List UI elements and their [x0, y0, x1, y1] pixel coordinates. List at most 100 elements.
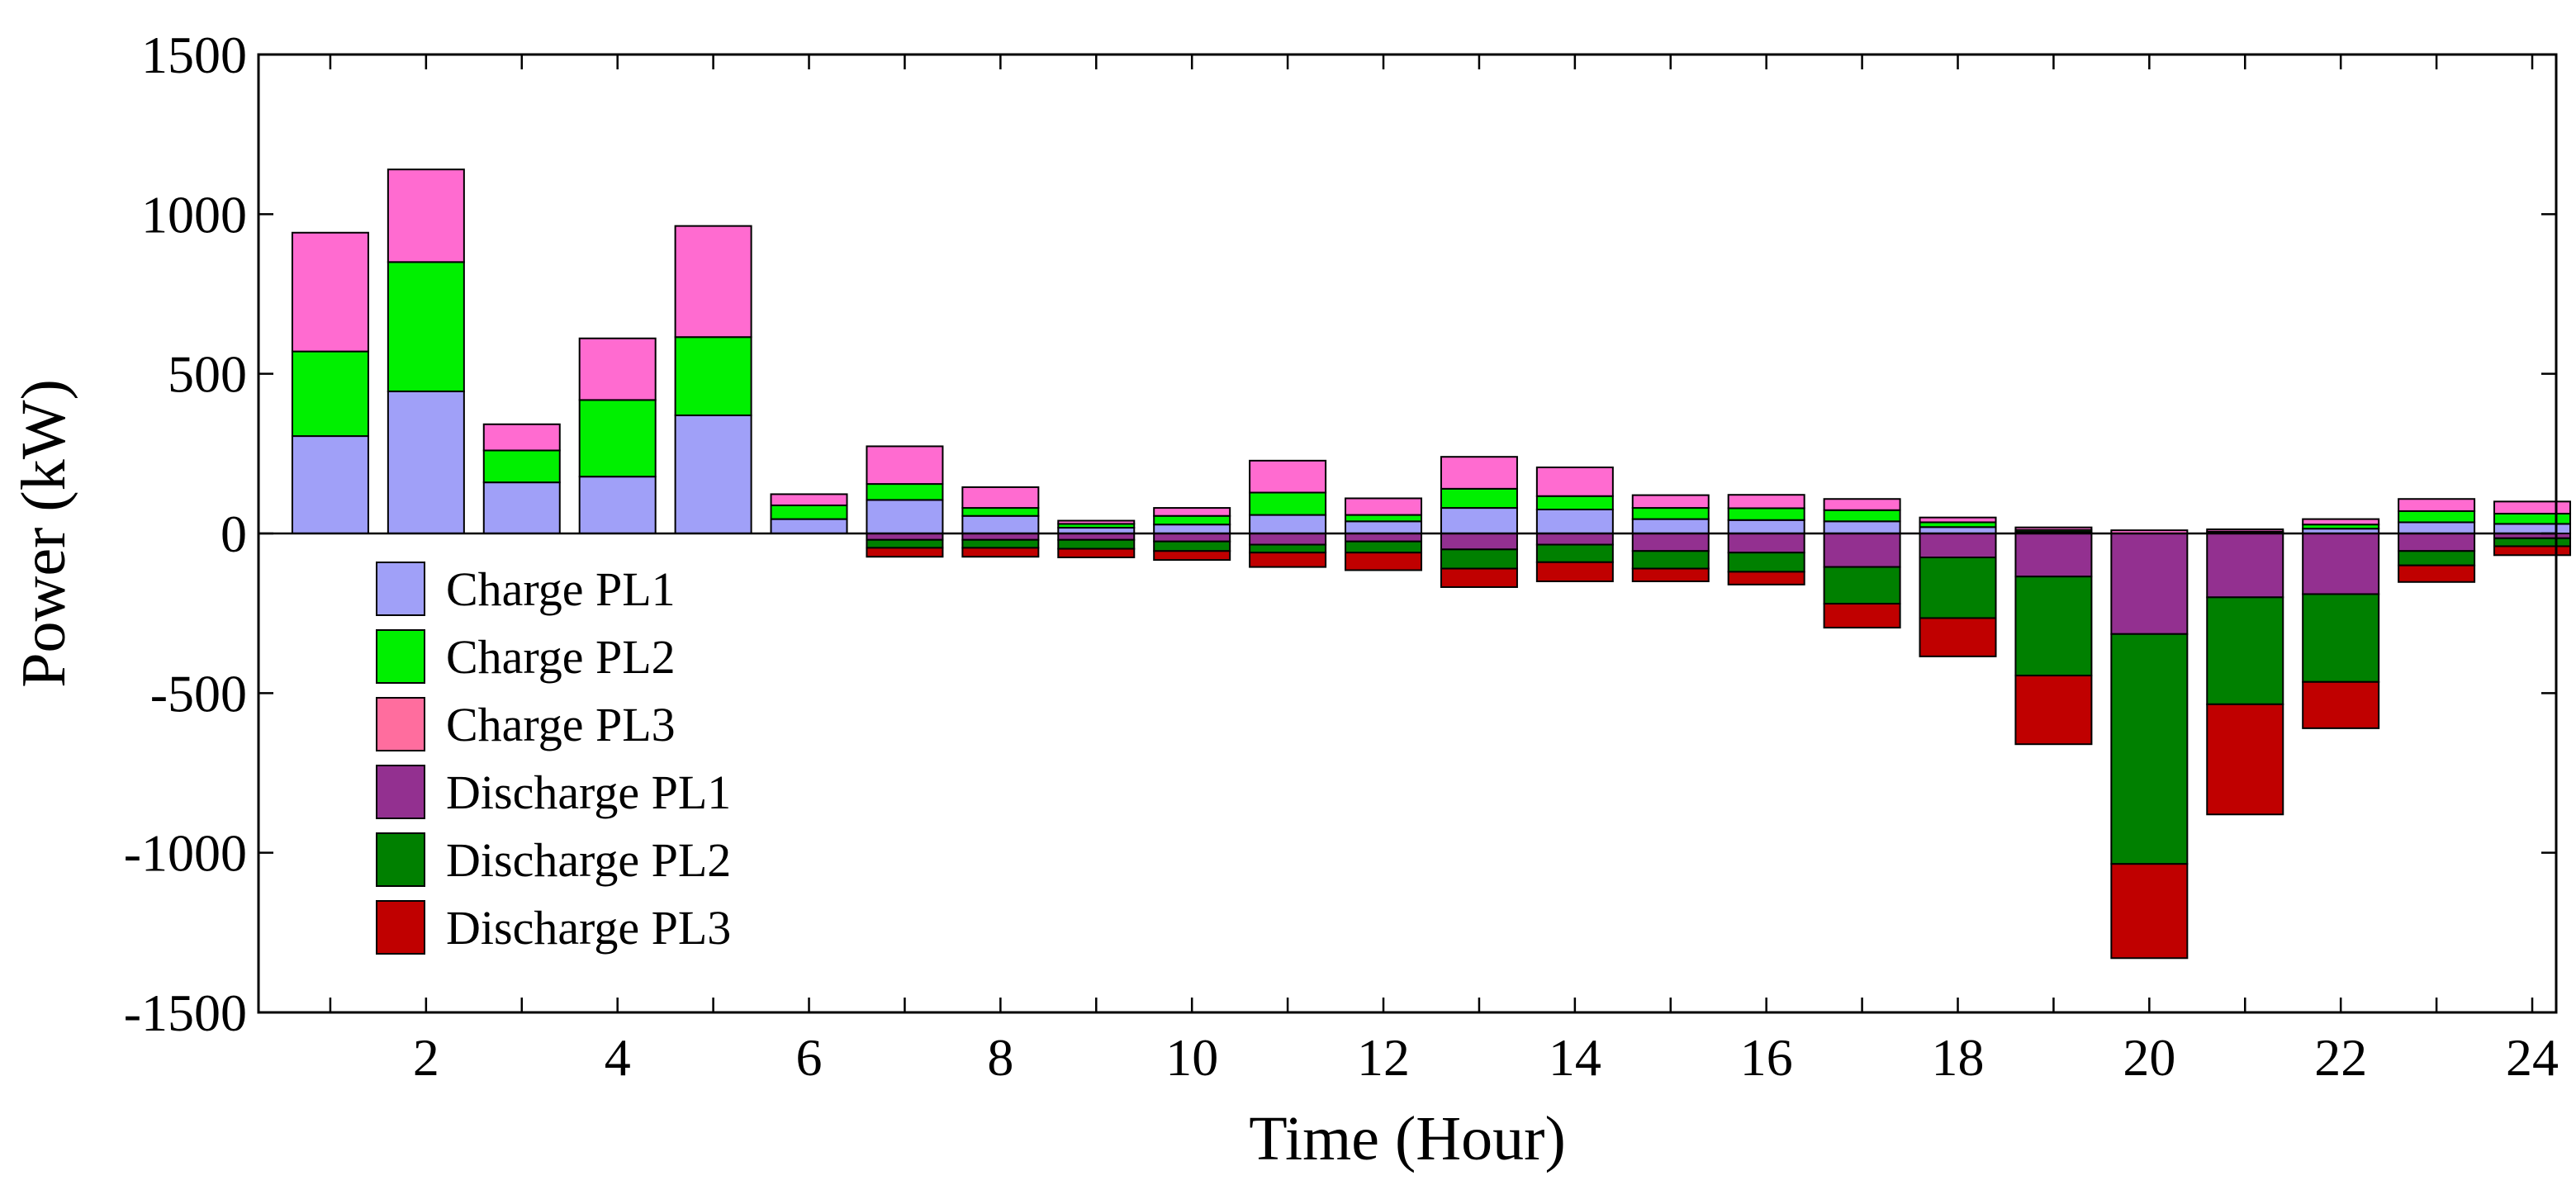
- bar-segment-charge-pl1-hour-15: [1631, 518, 1710, 534]
- bar-segment-discharge-pl1-hour-20: [2110, 533, 2189, 635]
- bar-segment-charge-pl2-hour-2: [387, 261, 465, 392]
- x-tick-label: 16: [1740, 1028, 1793, 1087]
- legend-swatch-discharge-pl3: [376, 900, 425, 955]
- bar-segment-charge-pl2-hour-10: [1153, 514, 1231, 526]
- bar-segment-discharge-pl1-hour-18: [1919, 533, 1997, 558]
- bar-segment-discharge-pl1-hour-16: [1727, 533, 1805, 554]
- bar-segment-discharge-pl2-hour-22: [2302, 593, 2380, 683]
- x-tick-label: 22: [2314, 1028, 2367, 1087]
- y-axis-label: Power (kW): [9, 379, 78, 688]
- bar-segment-charge-pl1-hour-8: [961, 514, 1040, 535]
- bar-segment-charge-pl2-hour-1: [291, 350, 369, 438]
- bar-segment-charge-pl2-hour-16: [1727, 507, 1805, 521]
- bar-segment-discharge-pl2-hour-15: [1631, 550, 1710, 570]
- x-tick-label: 10: [1165, 1028, 1218, 1087]
- x-axis-label: Time (Hour): [1249, 1104, 1566, 1173]
- bar-segment-charge-pl3-hour-18: [1919, 516, 1997, 524]
- bar-segment-charge-pl2-hour-6: [770, 504, 848, 520]
- bar-segment-charge-pl3-hour-1: [291, 231, 369, 353]
- bar-segment-discharge-pl2-hour-11: [1249, 543, 1327, 554]
- legend-swatch-discharge-pl2: [376, 832, 425, 887]
- y-tick-label: 0: [221, 505, 247, 563]
- bar-segment-charge-pl3-hour-3: [482, 423, 561, 452]
- bar-segment-discharge-pl3-hour-21: [2206, 703, 2284, 816]
- x-tick-label: 24: [2506, 1028, 2559, 1087]
- legend-label-charge-pl1: Charge PL1: [446, 562, 676, 616]
- bar-segment-charge-pl3-hour-6: [770, 493, 848, 506]
- bar-segment-charge-pl2-hour-4: [578, 399, 657, 478]
- bar-segment-discharge-pl1-hour-22: [2302, 533, 2380, 595]
- bars-layer: [291, 168, 2572, 960]
- legend-label-charge-pl2: Charge PL2: [446, 630, 676, 684]
- bar-segment-discharge-pl1-hour-15: [1631, 533, 1710, 552]
- bar-segment-discharge-pl1-hour-10: [1153, 533, 1231, 543]
- bar-segment-charge-pl3-hour-15: [1631, 494, 1710, 510]
- x-tick-label: 4: [605, 1028, 631, 1087]
- bar-segment-discharge-pl2-hour-9: [1057, 538, 1136, 550]
- axis-ticks: [259, 53, 2556, 1014]
- x-tick-label: 20: [2123, 1028, 2175, 1087]
- bar-segment-charge-pl2-hour-13: [1440, 487, 1518, 510]
- bar-segment-discharge-pl1-hour-14: [1535, 533, 1614, 546]
- bar-segment-discharge-pl3-hour-18: [1919, 617, 1997, 657]
- bar-segment-charge-pl3-hour-2: [387, 168, 465, 263]
- x-tick-label: 2: [413, 1028, 439, 1087]
- bar-segment-charge-pl3-hour-21: [2206, 528, 2284, 533]
- bar-segment-discharge-pl3-hour-15: [1631, 567, 1710, 582]
- bar-segment-charge-pl1-hour-2: [387, 390, 465, 534]
- bar-segment-discharge-pl2-hour-17: [1823, 566, 1901, 605]
- y-tick-labels: -1500 -1000 -500 0 500 1000 1500: [124, 26, 247, 1042]
- bar-segment-discharge-pl2-hour-19: [2014, 576, 2093, 677]
- bar-segment-charge-pl1-hour-4: [578, 476, 657, 535]
- legend-label-discharge-pl2: Discharge PL2: [446, 833, 731, 887]
- bar-segment-discharge-pl2-hour-20: [2110, 633, 2189, 865]
- legend-label-discharge-pl1: Discharge PL1: [446, 766, 731, 819]
- x-tick-label: 6: [796, 1028, 823, 1087]
- bar-segment-charge-pl3-hour-16: [1727, 494, 1805, 510]
- bar-segment-discharge-pl2-hour-8: [961, 538, 1040, 549]
- legend-label-discharge-pl3: Discharge PL3: [446, 901, 731, 955]
- x-tick-label: 12: [1357, 1028, 1410, 1087]
- bar-segment-charge-pl1-hour-16: [1727, 519, 1805, 535]
- bar-segment-charge-pl3-hour-9: [1057, 519, 1136, 525]
- bar-segment-discharge-pl2-hour-10: [1153, 540, 1231, 552]
- bar-segment-charge-pl3-hour-13: [1440, 456, 1518, 490]
- x-tick-label: 18: [1932, 1028, 1985, 1087]
- bar-segment-charge-pl2-hour-23: [2398, 510, 2476, 524]
- bar-segment-discharge-pl2-hour-14: [1535, 543, 1614, 563]
- bar-segment-discharge-pl3-hour-9: [1057, 547, 1136, 558]
- bar-segment-discharge-pl3-hour-8: [961, 547, 1040, 558]
- bar-segment-charge-pl2-hour-11: [1249, 491, 1327, 516]
- bar-segment-charge-pl1-hour-11: [1249, 514, 1327, 534]
- y-tick-label: 1000: [141, 185, 247, 244]
- bar-segment-discharge-pl3-hour-20: [2110, 863, 2189, 960]
- bar-segment-charge-pl1-hour-7: [866, 499, 944, 535]
- bar-segment-charge-pl2-hour-5: [674, 336, 752, 416]
- bar-segment-discharge-pl2-hour-18: [1919, 557, 1997, 619]
- bar-segment-discharge-pl2-hour-13: [1440, 548, 1518, 570]
- bar-segment-charge-pl2-hour-12: [1345, 514, 1423, 523]
- bar-segment-discharge-pl2-hour-12: [1345, 540, 1423, 554]
- bar-segment-discharge-pl1-hour-17: [1823, 533, 1901, 568]
- legend-swatch-discharge-pl1: [376, 765, 425, 819]
- bar-segment-discharge-pl1-hour-21: [2206, 533, 2284, 599]
- bar-segment-charge-pl3-hour-23: [2398, 498, 2476, 512]
- bar-segment-charge-pl2-hour-17: [1823, 509, 1901, 523]
- bar-segment-charge-pl1-hour-14: [1535, 509, 1614, 534]
- bar-segment-discharge-pl3-hour-10: [1153, 550, 1231, 562]
- bar-segment-charge-pl1-hour-3: [482, 481, 561, 535]
- bar-segment-charge-pl3-hour-17: [1823, 498, 1901, 511]
- bar-segment-charge-pl1-hour-13: [1440, 507, 1518, 534]
- bar-segment-discharge-pl3-hour-7: [866, 547, 944, 558]
- bar-segment-charge-pl1-hour-5: [674, 414, 752, 534]
- bar-segment-charge-pl1-hour-23: [2398, 521, 2476, 535]
- bar-segment-charge-pl3-hour-14: [1535, 466, 1614, 497]
- bar-segment-discharge-pl3-hour-13: [1440, 567, 1518, 588]
- bar-segment-charge-pl3-hour-10: [1153, 507, 1231, 517]
- x-tick-label: 14: [1549, 1028, 1601, 1087]
- bar-segment-discharge-pl1-hour-19: [2014, 533, 2093, 578]
- bar-segment-charge-pl1-hour-17: [1823, 520, 1901, 534]
- bar-segment-charge-pl2-hour-7: [866, 483, 944, 501]
- y-tick-label: 500: [168, 345, 247, 404]
